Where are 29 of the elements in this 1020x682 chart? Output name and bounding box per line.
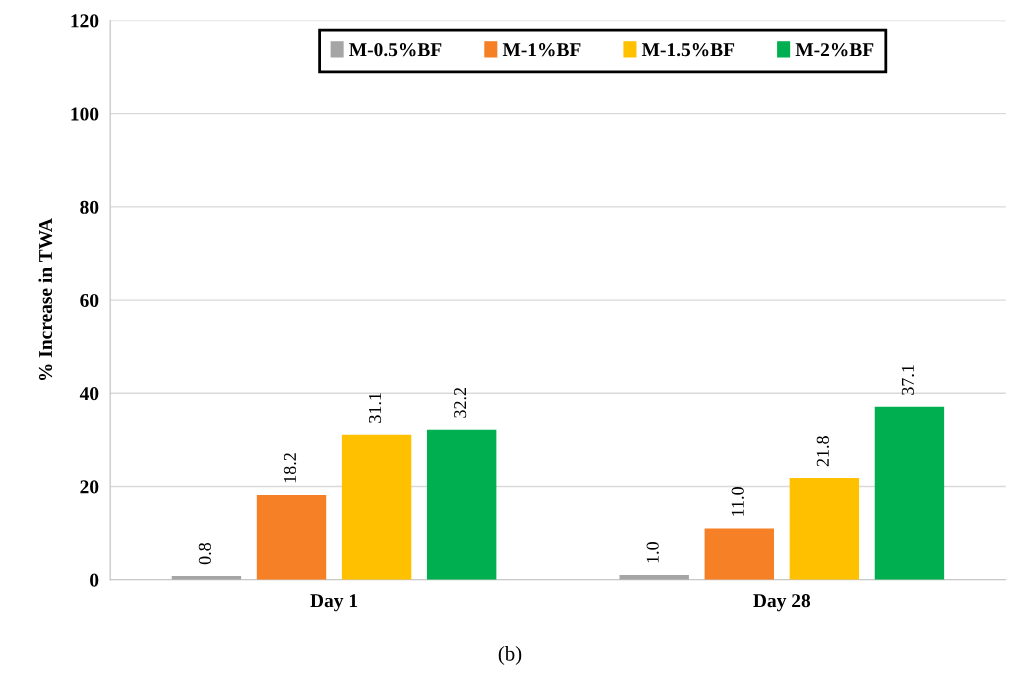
y-tick-label: 20 [80, 480, 99, 494]
legend-label: M-0.5%BF [349, 43, 442, 57]
data-label: 1.0 [646, 542, 659, 563]
bar [789, 478, 860, 580]
y-tick-label: 40 [79, 387, 99, 401]
data-label: 31.1 [368, 393, 382, 423]
data-label: 32.2 [454, 387, 467, 418]
bar [256, 494, 327, 580]
legend-label: M-1%BF [502, 43, 581, 57]
legend-label: M-1.5%BF [641, 43, 735, 57]
text: (b) [498, 646, 522, 665]
bar [426, 429, 497, 580]
y-tick-label: 0 [90, 573, 99, 587]
y-tick-label: 120 [71, 14, 99, 28]
y-tick-label: 60 [80, 293, 99, 308]
y-tick-label: 100 [71, 107, 99, 121]
x-tick-label: Day 1 [310, 594, 358, 612]
legend-label: M-2%BF [795, 43, 874, 57]
data-label: 21.8 [816, 436, 829, 467]
bar [874, 406, 945, 580]
data-label: 37.1 [901, 365, 915, 395]
bar [341, 434, 412, 580]
data-label: 11.0 [731, 487, 744, 516]
bar [704, 528, 774, 580]
y-tick-label: 80 [80, 200, 99, 214]
data-label: 18.2 [283, 453, 297, 483]
y-axis-title: % Increase in TWA [38, 218, 53, 381]
data-label: 0.8 [198, 542, 212, 565]
x-tick-label: Day 28 [753, 594, 811, 612]
